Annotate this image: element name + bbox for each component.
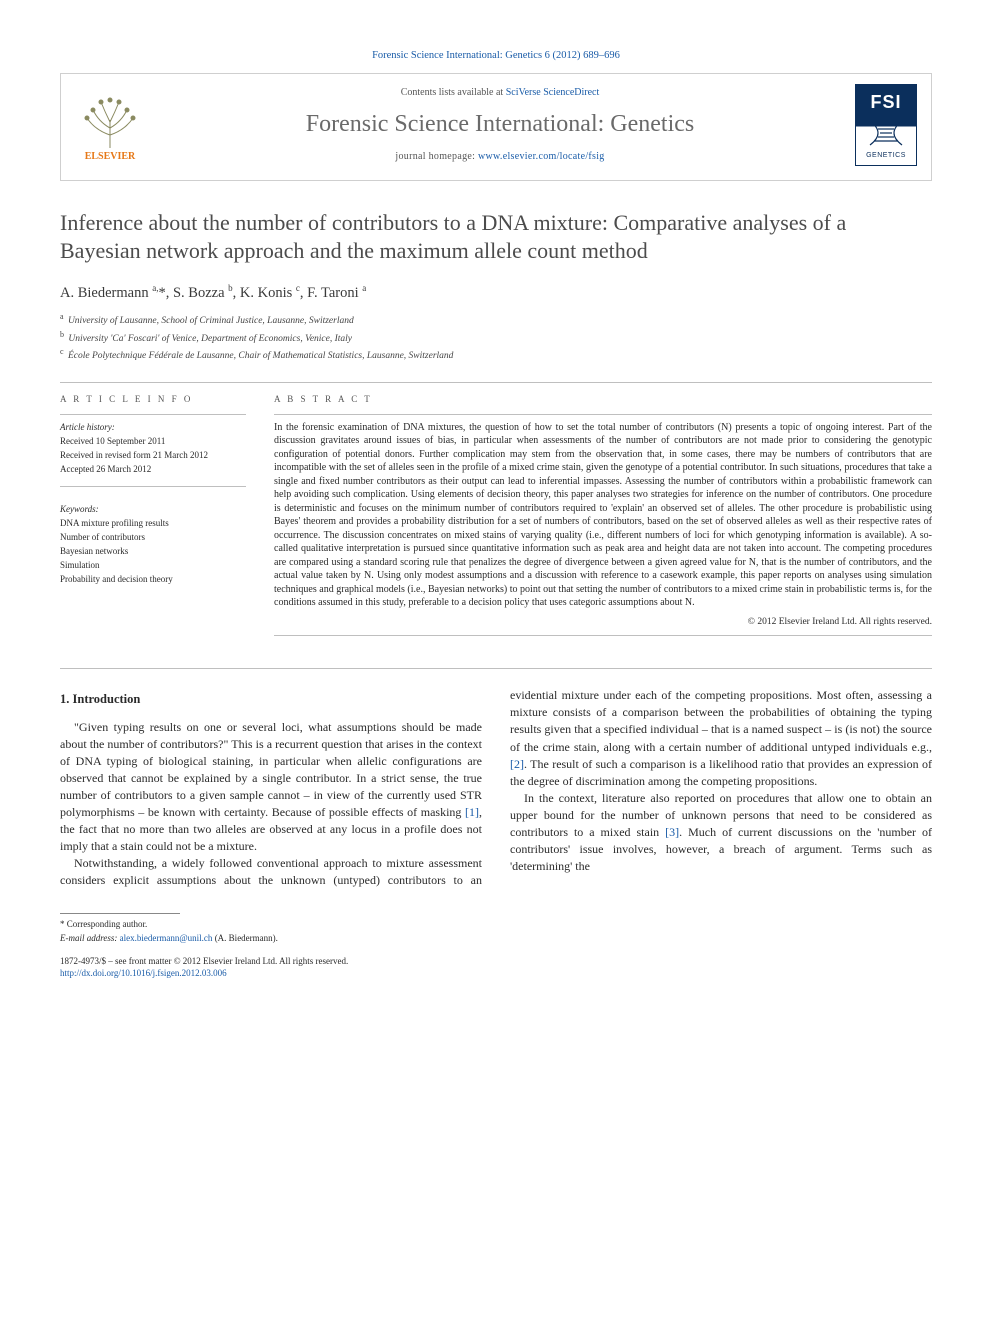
journal-homepage-link[interactable]: www.elsevier.com/locate/fsig	[478, 151, 605, 162]
footnotes: * Corresponding author. E-mail address: …	[60, 913, 932, 979]
article-meta-row: A R T I C L E I N F O Article history: R…	[60, 393, 932, 647]
affiliation-line: c École Polytechnique Fédérale de Lausan…	[60, 346, 932, 363]
author-list: A. Biedermann a,*, S. Bozza b, K. Konis …	[60, 282, 932, 304]
elsevier-logo-text: ELSEVIER	[85, 150, 136, 165]
history-line: Accepted 26 March 2012	[60, 463, 246, 476]
keyword: Probability and decision theory	[60, 573, 246, 586]
divider	[274, 635, 932, 636]
contents-available-line: Contents lists available at SciVerse Sci…	[159, 86, 841, 101]
abstract-copyright: © 2012 Elsevier Ireland Ltd. All rights …	[274, 616, 932, 630]
keyword: Bayesian networks	[60, 545, 246, 558]
sciencedirect-link[interactable]: SciVerse ScienceDirect	[506, 87, 600, 98]
keyword: Number of contributors	[60, 531, 246, 544]
divider	[60, 668, 932, 669]
divider	[60, 382, 932, 383]
abstract-heading: A B S T R A C T	[274, 393, 932, 406]
running-header: Forensic Science International: Genetics…	[60, 48, 932, 63]
elsevier-tree-icon	[75, 90, 145, 150]
journal-header-box: ELSEVIER Contents lists available at Sci…	[60, 73, 932, 181]
cover-fsi-text: FSI	[870, 89, 901, 115]
issn-line: 1872-4973/$ – see front matter © 2012 El…	[60, 955, 932, 968]
article-info-heading: A R T I C L E I N F O	[60, 393, 246, 406]
page: Forensic Science International: Genetics…	[0, 0, 992, 1020]
history-line: Received 10 September 2011	[60, 435, 246, 448]
footnote-separator	[60, 913, 180, 914]
affiliations: a University of Lausanne, School of Crim…	[60, 311, 932, 363]
article-title: Inference about the number of contributo…	[60, 209, 932, 265]
journal-cover-thumbnail: FSI GENETICS	[855, 84, 917, 166]
doi-link[interactable]: http://dx.doi.org/10.1016/j.fsigen.2012.…	[60, 968, 227, 978]
elsevier-logo: ELSEVIER	[75, 86, 145, 164]
article-history-label: Article history:	[60, 421, 246, 434]
divider	[274, 414, 932, 415]
affiliation-line: a University of Lausanne, School of Crim…	[60, 311, 932, 328]
issn-copyright-block: 1872-4973/$ – see front matter © 2012 El…	[60, 955, 932, 980]
citation-link[interactable]: [2]	[510, 757, 524, 771]
journal-name: Forensic Science International: Genetics	[159, 107, 841, 142]
citation-link[interactable]: [1]	[465, 805, 479, 819]
body-paragraph: "Given typing results on one or several …	[60, 719, 482, 855]
divider	[60, 414, 246, 415]
keyword: Simulation	[60, 559, 246, 572]
journal-homepage-line: journal homepage: www.elsevier.com/locat…	[159, 150, 841, 165]
corresponding-email-line: E-mail address: alex.biedermann@unil.ch …	[60, 932, 932, 945]
divider	[60, 486, 246, 487]
affiliation-line: b University 'Ca' Foscari' of Venice, De…	[60, 329, 932, 346]
dna-helix-icon	[866, 119, 906, 147]
keyword: DNA mixture profiling results	[60, 517, 246, 530]
cover-genetics-text: GENETICS	[866, 151, 906, 161]
article-info-block: A R T I C L E I N F O Article history: R…	[60, 393, 246, 647]
body-paragraph: In the context, literature also reported…	[510, 790, 932, 875]
history-line: Received in revised form 21 March 2012	[60, 449, 246, 462]
keywords-label: Keywords:	[60, 503, 246, 516]
corresponding-author-note: * Corresponding author.	[60, 918, 932, 931]
section-heading: 1. Introduction	[60, 691, 482, 709]
article-body: 1. Introduction "Given typing results on…	[60, 687, 932, 889]
citation-link[interactable]: [3]	[665, 825, 679, 839]
header-center: Contents lists available at SciVerse Sci…	[159, 86, 841, 164]
abstract-text: In the forensic examination of DNA mixtu…	[274, 421, 932, 610]
abstract-block: A B S T R A C T In the forensic examinat…	[274, 393, 932, 647]
author-email-link[interactable]: alex.biedermann@unil.ch	[120, 933, 213, 943]
